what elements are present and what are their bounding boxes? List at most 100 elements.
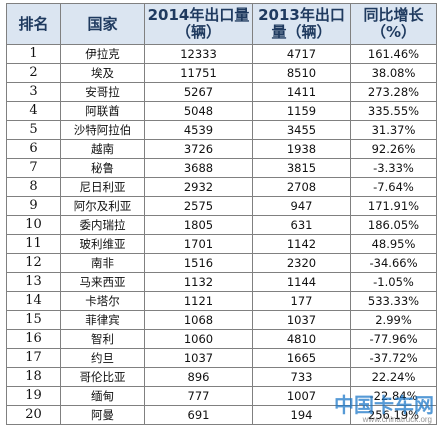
cell-2013: 4717: [252, 44, 351, 64]
cell-2013: 1938: [252, 139, 351, 159]
cell-growth: -3.33%: [350, 158, 437, 178]
cell-growth: 171.91%: [350, 196, 437, 216]
cell-2013: 1159: [252, 101, 351, 121]
cell-rank: 5: [6, 120, 61, 140]
cell-country: 智利: [60, 329, 145, 349]
table-row: 5 沙特阿拉伯 4539 3455 31.37%: [6, 120, 437, 140]
cell-growth: -1.05%: [350, 272, 437, 292]
cell-rank: 15: [6, 310, 61, 330]
header-2013-exports: 2013年出口量（辆）: [252, 3, 351, 45]
cell-rank: 12: [6, 253, 61, 273]
header-country: 国家: [60, 3, 145, 45]
cell-country: 南非: [60, 253, 145, 273]
table-row: 17 约旦 1037 1665 -37.72%: [6, 348, 437, 368]
table-row: 19 缅甸 777 1007 -22.84%: [6, 386, 437, 406]
table-row: 11 玻利维亚 1701 1142 48.95%: [6, 234, 437, 254]
cell-rank: 9: [6, 196, 61, 216]
cell-2014: 1121: [144, 291, 253, 311]
cell-growth: 31.37%: [350, 120, 437, 140]
table-row: 7 秘鲁 3688 3815 -3.33%: [6, 158, 437, 178]
cell-2014: 1037: [144, 348, 253, 368]
cell-2014: 3726: [144, 139, 253, 159]
header-growth: 同比增长（%）: [350, 3, 437, 45]
cell-growth: 161.46%: [350, 44, 437, 64]
watermark-url: www.chinatruck.org: [362, 415, 432, 424]
cell-2013: 2320: [252, 253, 351, 273]
cell-rank: 17: [6, 348, 61, 368]
cell-2014: 1068: [144, 310, 253, 330]
table-row: 18 哥伦比亚 896 733 22.24%: [6, 367, 437, 387]
cell-rank: 6: [6, 139, 61, 159]
table-row: 13 马来西亚 1132 1144 -1.05%: [6, 272, 437, 292]
cell-growth: 335.55%: [350, 101, 437, 121]
cell-2013: 4810: [252, 329, 351, 349]
watermark-logo: 中国卡车网: [334, 395, 434, 417]
cell-growth: 186.05%: [350, 215, 437, 235]
cell-country: 阿尔及利亚: [60, 196, 145, 216]
header-row: 排名 国家 2014年出口量（辆） 2013年出口量（辆） 同比增长（%）: [6, 3, 437, 45]
cell-country: 约旦: [60, 348, 145, 368]
cell-rank: 4: [6, 101, 61, 121]
cell-growth: 256.19%: [350, 405, 437, 425]
cell-2013: 733: [252, 367, 351, 387]
cell-2014: 2575: [144, 196, 253, 216]
table-row: 16 智利 1060 4810 -77.96%: [6, 329, 437, 349]
cell-rank: 3: [6, 82, 61, 102]
cell-country: 伊拉克: [60, 44, 145, 64]
cell-growth: -34.66%: [350, 253, 437, 273]
cell-growth: 22.24%: [350, 367, 437, 387]
cell-rank: 11: [6, 234, 61, 254]
cell-2013: 631: [252, 215, 351, 235]
cell-2014: 777: [144, 386, 253, 406]
cell-growth: 48.95%: [350, 234, 437, 254]
cell-rank: 8: [6, 177, 61, 197]
cell-country: 马来西亚: [60, 272, 145, 292]
cell-growth: 38.08%: [350, 63, 437, 83]
table-row: 3 安哥拉 5267 1411 273.28%: [6, 82, 437, 102]
table-row: 9 阿尔及利亚 2575 947 171.91%: [6, 196, 437, 216]
cell-growth: 273.28%: [350, 82, 437, 102]
cell-rank: 2: [6, 63, 61, 83]
cell-growth: -37.72%: [350, 348, 437, 368]
cell-2014: 1516: [144, 253, 253, 273]
cell-growth: -7.64%: [350, 177, 437, 197]
cell-2014: 1701: [144, 234, 253, 254]
cell-2014: 5048: [144, 101, 253, 121]
table-row: 15 菲律宾 1068 1037 2.99%: [6, 310, 437, 330]
table-row: 1 伊拉克 12333 4717 161.46%: [6, 44, 437, 64]
table-row: 12 南非 1516 2320 -34.66%: [6, 253, 437, 273]
cell-2013: 1411: [252, 82, 351, 102]
cell-2013: 947: [252, 196, 351, 216]
cell-2013: 3815: [252, 158, 351, 178]
cell-2014: 1060: [144, 329, 253, 349]
cell-country: 秘鲁: [60, 158, 145, 178]
cell-2013: 1144: [252, 272, 351, 292]
cell-country: 玻利维亚: [60, 234, 145, 254]
cell-2014: 3688: [144, 158, 253, 178]
cell-rank: 18: [6, 367, 61, 387]
cell-growth: -77.96%: [350, 329, 437, 349]
cell-growth: 533.33%: [350, 291, 437, 311]
cell-country: 卡塔尔: [60, 291, 145, 311]
cell-2014: 691: [144, 405, 253, 425]
cell-2014: 5267: [144, 82, 253, 102]
cell-country: 委内瑞拉: [60, 215, 145, 235]
table-row: 14 卡塔尔 1121 177 533.33%: [6, 291, 437, 311]
cell-2014: 1805: [144, 215, 253, 235]
header-2014-exports: 2014年出口量（辆）: [144, 3, 253, 45]
cell-rank: 16: [6, 329, 61, 349]
table-row: 6 越南 3726 1938 92.26%: [6, 139, 437, 159]
cell-2014: 2932: [144, 177, 253, 197]
table-row: 4 阿联酋 5048 1159 335.55%: [6, 101, 437, 121]
cell-rank: 14: [6, 291, 61, 311]
cell-growth: 92.26%: [350, 139, 437, 159]
cell-rank: 10: [6, 215, 61, 235]
cell-country: 阿曼: [60, 405, 145, 425]
cell-rank: 13: [6, 272, 61, 292]
cell-rank: 7: [6, 158, 61, 178]
cell-2013: 8510: [252, 63, 351, 83]
cell-rank: 20: [6, 405, 61, 425]
cell-2013: 2708: [252, 177, 351, 197]
cell-rank: 19: [6, 386, 61, 406]
